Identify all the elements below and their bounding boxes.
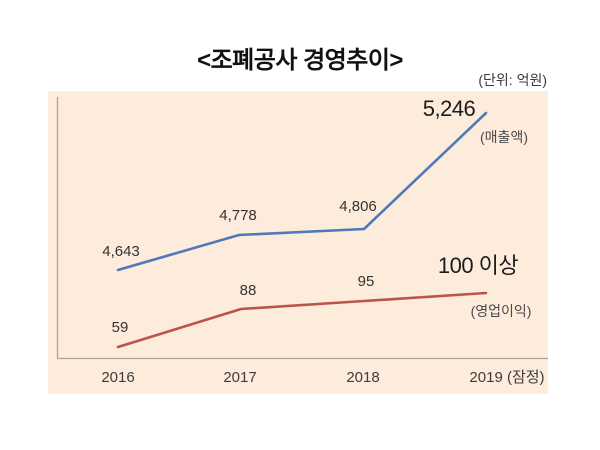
plot-area: 4,643 4,778 4,806 5,246 (매출액) 59 88 95 1…: [48, 91, 548, 394]
revenue-point-label-2017: 4,778: [219, 207, 257, 224]
chart-title: <조폐공사 경영추이>: [197, 47, 403, 74]
revenue-point-label-2016: 4,643: [102, 243, 140, 260]
revenue-point-label-2019: 5,246: [422, 96, 476, 121]
revenue-point-label-2018: 4,806: [339, 198, 377, 215]
profit-point-label-2016: 59: [111, 319, 129, 336]
unit-label: (단위: 억원): [478, 72, 547, 88]
profit-point-label-2017: 88: [239, 282, 257, 299]
profit-line-series: [116, 291, 488, 349]
profit-series-caption: (영업이익): [470, 303, 532, 319]
revenue-series-caption: (매출액): [480, 129, 528, 145]
x-axis-label-2018: 2018: [346, 369, 380, 386]
x-axis-label-2019: 2019 (잠정): [469, 369, 545, 386]
x-axis-label-2016: 2016: [101, 369, 135, 386]
revenue-line-series: [116, 111, 488, 272]
x-axis-label-2017: 2017: [223, 369, 257, 386]
profit-point-label-2019: 100 이상: [437, 253, 519, 278]
profit-point-label-2018: 95: [357, 273, 375, 290]
chart-canvas: [48, 91, 548, 394]
